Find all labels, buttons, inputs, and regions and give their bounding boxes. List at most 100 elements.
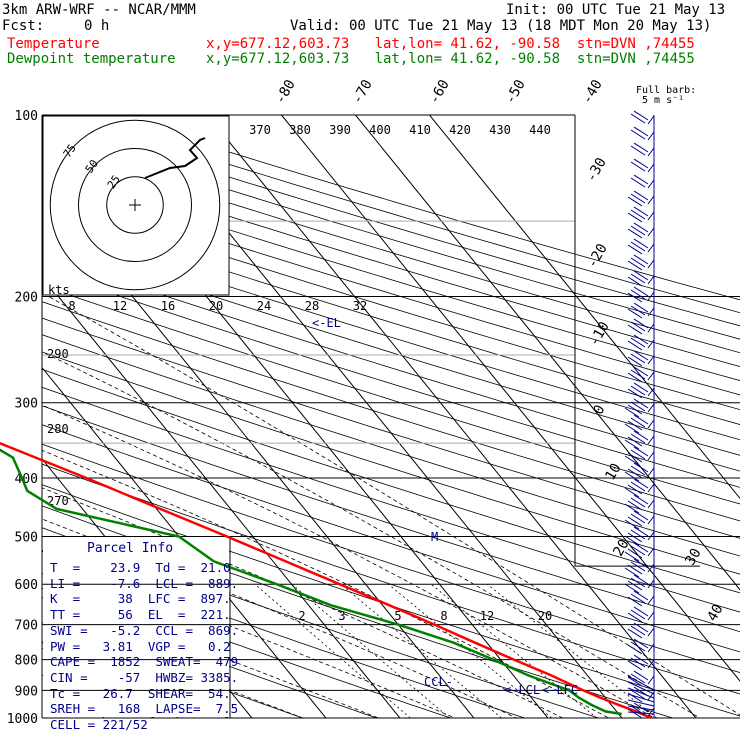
theta-label-430: 430 — [489, 123, 511, 137]
el-marker: <-EL — [312, 316, 341, 330]
isotherm-label--10: -10 — [586, 319, 613, 349]
wind-barb — [624, 398, 655, 418]
wind-barb — [627, 622, 655, 639]
pressure-label-700: 700 — [15, 619, 38, 634]
isotherm-label-30: 30 — [682, 546, 704, 569]
wind-barb — [627, 654, 655, 671]
theta-label-400: 400 — [369, 123, 391, 137]
parcel-info-title: Parcel Info — [87, 541, 174, 556]
wind-barb — [630, 126, 655, 141]
isotherm-label--60: -60 — [426, 77, 453, 107]
wind-barb — [627, 350, 655, 367]
parcel-info-row: SREH = 168 LAPSE= 7.5 — [50, 701, 239, 717]
full-barb-units: 5 m s⁻¹ — [642, 95, 685, 106]
pressure-label-600: 600 — [15, 578, 38, 593]
wind-barb — [627, 222, 655, 239]
hodo-speed-20: 20 — [209, 299, 223, 313]
wind-barb — [624, 526, 655, 546]
parcel-info-row: CELL = 221/52 — [50, 717, 148, 732]
wind-barb — [624, 558, 655, 578]
theta-label-410: 410 — [409, 123, 431, 137]
wind-barb — [630, 110, 655, 125]
wind-barb — [624, 494, 655, 514]
isotherm-label-20: 20 — [610, 537, 632, 560]
isotherm-label--50: -50 — [502, 77, 529, 107]
mixing-ratio-12: 12 — [480, 609, 494, 623]
hodo-speed-28: 28 — [305, 299, 319, 313]
pressure-label-800: 800 — [15, 654, 38, 669]
parcel-info-row: LI = -7.6 LCL = 889. — [50, 575, 239, 591]
theta-label-380: 380 — [289, 123, 311, 137]
wind-barb — [627, 206, 655, 223]
hodo-ring-75: 75 — [61, 142, 79, 160]
theta-label-420: 420 — [449, 123, 471, 137]
theta-label-390: 390 — [329, 123, 351, 137]
parcel-info-row: CIN = -57 HWBZ= 3385. — [50, 669, 239, 685]
wind-barb — [627, 270, 655, 287]
wind-barb — [627, 686, 655, 703]
hodograph-trace — [144, 137, 206, 179]
theta-left-270: 270 — [47, 494, 69, 508]
parcel-info-row: CAPE = 1852 SWEAT= 479 — [50, 654, 239, 670]
pressure-label-500: 500 — [15, 530, 38, 545]
wind-barb — [624, 574, 655, 594]
isotherm-label--30: -30 — [583, 155, 610, 185]
hodo-speed-8: 8 — [68, 299, 75, 313]
temperature-location: x,y=677.12,603.73 lat,lon= 41.62, -90.58… — [206, 36, 695, 52]
theta-label-440: 440 — [529, 123, 551, 137]
wind-barb — [627, 382, 655, 399]
dewpoint-label: Dewpoint temperature — [7, 51, 176, 67]
pressure-label-400: 400 — [15, 472, 38, 487]
wind-barb — [630, 174, 655, 189]
m-marker: M — [431, 530, 438, 544]
lfc-marker: <-LFC — [542, 683, 578, 697]
parcel-info-row: K = 38 LFC = 897. — [50, 591, 231, 607]
pressure-label-1000: 1000 — [7, 712, 38, 727]
wind-barb — [627, 190, 655, 207]
isotherm-label-40: 40 — [704, 602, 726, 625]
isotherm-label--70: -70 — [349, 77, 376, 107]
wind-barb — [627, 366, 655, 383]
background-lines — [42, 115, 740, 718]
full-barb-label: Full barb: — [636, 85, 697, 96]
isotherm-label-10: 10 — [602, 461, 624, 484]
hodo-speed-24: 24 — [257, 299, 271, 313]
isotherm-label--40: -40 — [579, 77, 606, 107]
parcel-info-box — [43, 537, 229, 717]
isotherm-label--20: -20 — [584, 241, 611, 271]
dewpoint-line — [0, 448, 622, 716]
hodo-speed-32: 32 — [353, 299, 367, 313]
hodo-ring-25: 25 — [105, 173, 123, 191]
pressure-label-900: 900 — [15, 684, 38, 699]
dewpoint-location: x,y=677.12,603.73 lat,lon= 41.62, -90.58… — [206, 51, 695, 67]
theta-left-290: 290 — [47, 347, 69, 361]
wind-barb — [627, 606, 655, 623]
parcel-info-row: PW = 3.81 VGP = 0.2 — [50, 638, 231, 654]
wind-barb — [627, 638, 655, 655]
wind-barb — [627, 590, 655, 607]
lcl-marker: <-LCL — [504, 683, 540, 697]
wind-barb — [630, 142, 655, 157]
pressure-label-300: 300 — [15, 397, 38, 412]
mixing-ratio-5: 5 — [394, 609, 401, 623]
wind-barb — [627, 302, 655, 319]
hodo-kts-label: kts — [48, 283, 70, 297]
pressure-label-100: 100 — [15, 109, 38, 124]
wind-barb — [627, 334, 655, 351]
theta-label-370: 370 — [249, 123, 271, 137]
parcel-info-row: Tc = 26.7 SHEAR= 54. — [50, 685, 231, 701]
isotherm-label-0: 0 — [590, 402, 608, 417]
wind-barb — [627, 318, 655, 335]
isotherm-label--80: -80 — [272, 77, 299, 107]
wind-barb — [627, 286, 655, 303]
forecast-hour: 0 h — [84, 18, 110, 34]
wind-barb — [624, 414, 655, 434]
temperature-label: Temperature — [7, 36, 100, 52]
parcel-info-row: T = 23.9 Td = 21.0 — [50, 560, 231, 575]
theta-left-280: 280 — [47, 422, 69, 436]
model-title: 3km ARW-WRF -- NCAR/MMM — [2, 2, 196, 18]
pressure-label-200: 200 — [15, 291, 38, 306]
wind-barb — [630, 158, 655, 173]
